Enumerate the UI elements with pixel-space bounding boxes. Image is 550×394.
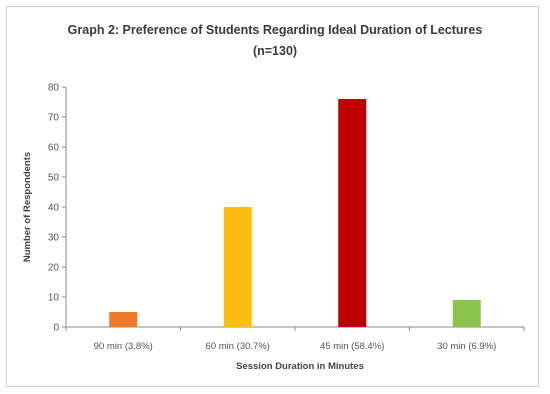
x-tick-label: 90 min (3.8%): [94, 341, 153, 352]
bar: [223, 207, 252, 327]
y-tick-label: 60: [48, 143, 60, 154]
y-tick-label: 40: [48, 203, 60, 214]
chart-title-block: Graph 2: Preference of Students Regardin…: [0, 20, 550, 62]
chart-frame: [6, 6, 539, 387]
y-tick-label: 50: [48, 173, 60, 184]
y-tick-label: 20: [48, 263, 60, 274]
y-tick-label: 80: [48, 83, 60, 94]
bar: [452, 300, 481, 327]
bars: [109, 99, 481, 327]
x-tick-label: 60 min (30.7%): [206, 341, 270, 352]
chart-subtitle: (n=130): [252, 44, 298, 58]
bar: [338, 99, 367, 327]
x-tick-label: 45 min (58.4%): [320, 341, 384, 352]
chart-title: Graph 2: Preference of Students Regardin…: [67, 23, 483, 37]
y-tick-label: 10: [48, 293, 60, 304]
y-tick-label: 30: [48, 233, 60, 244]
y-tick-label: 0: [53, 323, 59, 334]
y-axis-title: Number of Respondents: [22, 152, 33, 262]
bar: [109, 312, 138, 327]
y-tick-label: 70: [48, 113, 60, 124]
y-axis: 0 10 20 30 40 50 60 70 80: [48, 83, 67, 334]
x-axis-title: Session Duration in Minutes: [236, 361, 364, 372]
x-axis: 90 min (3.8%) 60 min (30.7%) 45 min (58.4%…: [65, 326, 525, 352]
x-tick-label: 30 min (6.9%): [437, 341, 496, 352]
